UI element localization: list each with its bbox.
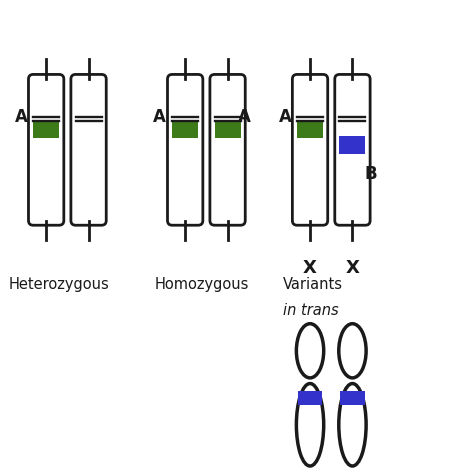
Bar [172,119,198,137]
Text: Heterozygous: Heterozygous [9,277,109,292]
FancyBboxPatch shape [292,74,328,225]
Bar [297,119,323,137]
Bar [339,136,365,154]
FancyBboxPatch shape [167,74,203,225]
Text: Homozygous: Homozygous [155,277,249,292]
Ellipse shape [339,383,366,466]
Text: in trans: in trans [283,303,339,318]
FancyBboxPatch shape [71,74,106,225]
Ellipse shape [296,383,324,466]
Bar [340,391,365,405]
FancyBboxPatch shape [28,74,64,225]
Text: B: B [364,165,377,183]
Text: Variants: Variants [283,277,343,292]
Text: X: X [303,259,317,277]
FancyBboxPatch shape [210,74,245,225]
Text: A: A [238,108,251,126]
Text: A: A [15,108,27,126]
Bar [215,119,240,137]
Ellipse shape [296,324,324,378]
Ellipse shape [339,324,366,378]
Bar [33,119,59,137]
Text: X: X [346,259,359,277]
Text: A: A [278,108,292,126]
Text: A: A [153,108,166,126]
FancyBboxPatch shape [335,74,370,225]
Bar [298,391,322,405]
